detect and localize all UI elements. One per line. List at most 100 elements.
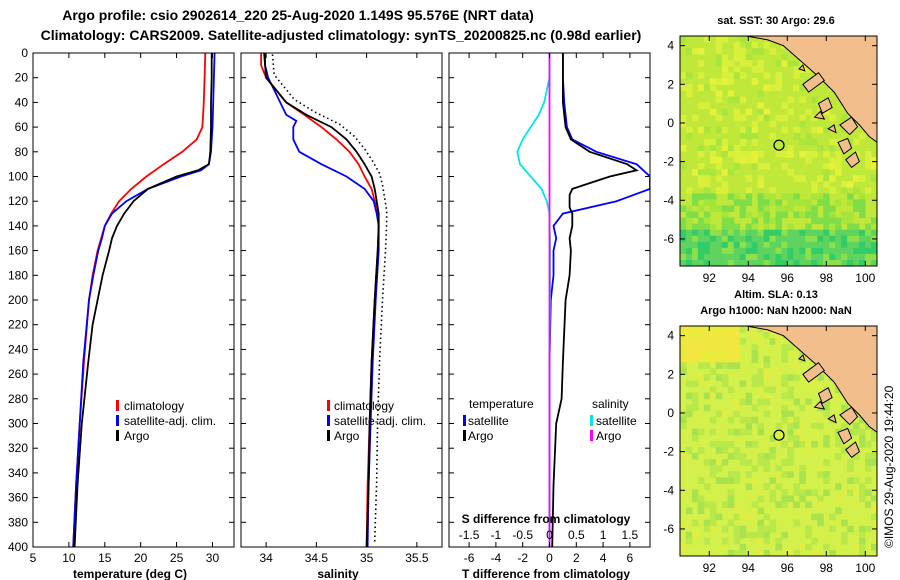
- map-cell: [811, 253, 818, 261]
- map-cell: [787, 96, 794, 104]
- map-cell: [691, 211, 699, 219]
- map-cell: [709, 138, 717, 146]
- map-cell: [853, 247, 860, 255]
- map-cell: [727, 362, 735, 369]
- map-cell: [733, 410, 741, 418]
- map-cell: [793, 489, 800, 496]
- map-cell: [721, 380, 729, 388]
- map-cell: [739, 126, 747, 134]
- map-cell: [769, 525, 777, 533]
- map-cell: [685, 241, 693, 249]
- map-cell: [709, 332, 717, 339]
- map-cell: [709, 223, 717, 231]
- map-cell: [817, 259, 824, 266]
- map-cell: [859, 531, 866, 539]
- map-cell: [781, 241, 788, 249]
- map-cell: [841, 187, 848, 194]
- map-cell: [709, 356, 717, 363]
- map-cell: [871, 543, 877, 551]
- map-cell: [697, 84, 705, 91]
- map-x-tick-label: 92: [703, 561, 717, 575]
- legend-argo-swatch: [116, 430, 119, 441]
- map-cell: [757, 205, 765, 213]
- map-cell: [709, 108, 717, 116]
- map-cell: [733, 96, 741, 104]
- map-cell: [799, 495, 806, 503]
- map-cell: [775, 78, 782, 85]
- map-cell: [715, 465, 723, 472]
- map-cell: [685, 350, 693, 357]
- map-cell: [733, 428, 741, 436]
- map-cell: [733, 477, 741, 484]
- map-cell: [757, 489, 765, 496]
- map-cell: [727, 489, 735, 496]
- map-cell: [691, 489, 699, 496]
- map-cell: [680, 223, 687, 231]
- map-cell: [715, 477, 723, 484]
- map-cell: [685, 247, 693, 255]
- map-cell: [739, 60, 747, 67]
- map-cell: [727, 72, 735, 79]
- map-cell: [793, 501, 800, 509]
- map-cell: [805, 543, 812, 551]
- salinity-panel: 34 34.5 35 35.5 salinity climatology satell…: [240, 52, 443, 580]
- map-cell: [680, 241, 687, 249]
- map-cell: [691, 193, 699, 200]
- map-cell: [745, 229, 753, 237]
- island-shape: [813, 400, 826, 410]
- map-cell: [829, 138, 836, 146]
- map-cell: [703, 259, 711, 266]
- map-cell: [757, 398, 765, 406]
- map-cell: [751, 259, 759, 266]
- map-cell: [763, 362, 771, 369]
- map-cell: [757, 519, 765, 527]
- map-cell: [685, 259, 693, 266]
- map-cell: [715, 54, 723, 61]
- map-cell: [709, 428, 717, 436]
- map-cell: [685, 507, 693, 515]
- map-cell: [733, 537, 741, 545]
- map-cell: [829, 217, 836, 225]
- map-cell: [715, 332, 723, 339]
- map-cell: [811, 229, 818, 237]
- map-cell: [733, 350, 741, 357]
- map-cell: [805, 398, 812, 406]
- map-cell: [823, 459, 830, 466]
- map-cell: [751, 507, 759, 515]
- map-cell: [847, 477, 854, 484]
- map-cell: [823, 477, 830, 484]
- map-cell: [733, 193, 741, 200]
- map-cell: [715, 362, 723, 369]
- map-cell: [715, 114, 723, 122]
- difference-panel: -6 -4 -2 0 2 4 6 -1.5 -1 -0.5 0 0.5 1 1.5 T differenc…: [448, 52, 651, 580]
- map-cell: [727, 477, 735, 484]
- map-cell: [781, 60, 788, 67]
- map-cell: [721, 241, 729, 249]
- map-cell: [703, 126, 711, 134]
- map-cell: [859, 428, 866, 436]
- map-cell: [835, 434, 842, 442]
- map-cell: [745, 199, 753, 206]
- map-cell: [811, 537, 818, 545]
- map-cell: [817, 229, 824, 237]
- map-cell: [703, 326, 711, 333]
- legend-t-satellite-label: satellite: [468, 414, 509, 428]
- map-cell: [733, 344, 741, 351]
- map-cell: [793, 416, 800, 424]
- map-cell: [769, 48, 777, 55]
- map-cell: [715, 187, 723, 194]
- map-cell: [703, 187, 711, 194]
- map-cell: [805, 441, 812, 448]
- map-cell: [865, 247, 872, 255]
- map-cell: [745, 126, 753, 134]
- map-cell: [865, 259, 872, 266]
- map-cell: [697, 72, 705, 79]
- map-cell: [763, 525, 771, 533]
- map-cell: [751, 151, 759, 158]
- map-cell: [721, 350, 729, 357]
- map-cell: [769, 235, 777, 243]
- map-cell: [787, 422, 794, 430]
- island-shape: [839, 116, 859, 136]
- map-cell: [823, 253, 830, 261]
- map-cell: [715, 36, 723, 43]
